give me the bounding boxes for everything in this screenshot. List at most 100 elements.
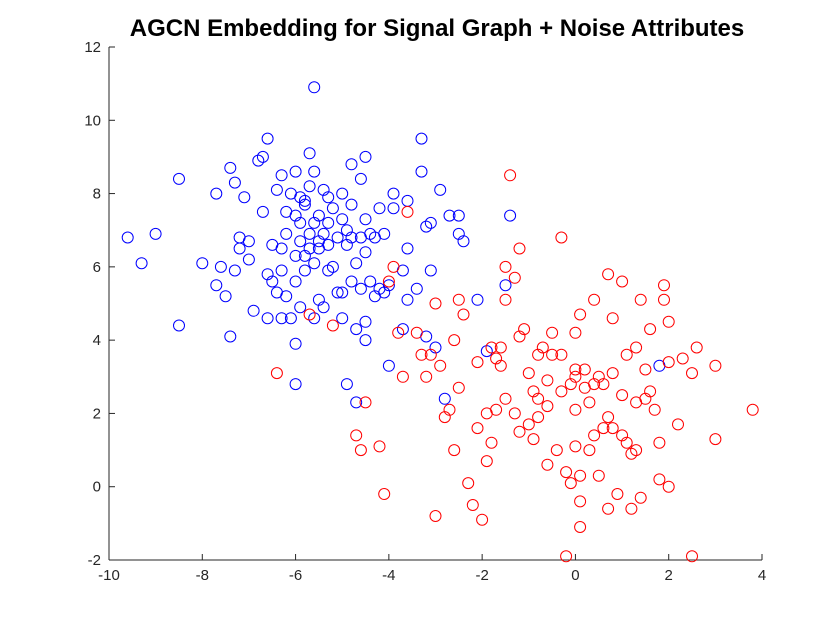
data-point xyxy=(592,370,605,383)
data-point xyxy=(261,312,274,325)
data-point xyxy=(298,194,311,207)
data-point xyxy=(210,279,223,292)
data-point xyxy=(457,308,470,321)
data-point xyxy=(173,172,185,185)
data-point xyxy=(317,301,330,314)
data-point xyxy=(625,502,638,515)
data-point xyxy=(284,312,297,325)
data-point xyxy=(443,403,456,416)
data-point xyxy=(588,293,601,306)
data-point xyxy=(466,499,479,511)
data-point xyxy=(429,510,442,522)
data-point xyxy=(387,202,400,215)
data-point xyxy=(359,213,372,226)
data-point xyxy=(620,348,633,361)
data-point xyxy=(228,176,241,189)
data-point xyxy=(597,422,610,435)
data-point xyxy=(373,440,386,453)
data-point xyxy=(308,312,321,325)
data-point xyxy=(410,282,423,295)
data-point xyxy=(499,392,512,405)
data-point xyxy=(639,363,652,376)
data-point xyxy=(569,363,582,376)
data-point xyxy=(275,264,288,277)
data-point xyxy=(387,260,400,273)
data-point xyxy=(401,293,414,306)
data-point xyxy=(532,392,545,405)
data-point xyxy=(616,275,629,288)
data-point xyxy=(471,293,484,306)
data-point xyxy=(653,436,666,449)
data-point xyxy=(555,385,568,398)
data-point xyxy=(289,378,302,391)
data-point xyxy=(294,216,307,229)
data-point xyxy=(527,433,540,446)
data-point xyxy=(350,323,363,336)
data-point xyxy=(121,231,134,244)
data-point xyxy=(289,337,302,350)
data-point xyxy=(634,293,647,306)
data-point xyxy=(630,444,643,457)
data-point xyxy=(401,242,414,255)
data-point xyxy=(541,458,554,471)
data-point xyxy=(382,275,395,288)
data-point xyxy=(588,429,601,442)
data-point xyxy=(602,268,615,281)
data-point xyxy=(522,418,535,431)
data-point xyxy=(513,330,526,343)
data-point xyxy=(266,275,279,288)
data-point xyxy=(662,315,675,328)
data-point xyxy=(322,238,335,251)
data-point xyxy=(662,356,675,369)
data-point xyxy=(331,286,344,299)
data-point xyxy=(345,231,358,244)
data-point xyxy=(308,257,321,270)
data-point xyxy=(494,341,507,354)
data-point xyxy=(522,367,535,380)
data-point xyxy=(452,293,465,306)
data-point xyxy=(280,290,293,303)
data-point xyxy=(485,436,498,449)
data-point xyxy=(317,183,330,196)
data-point xyxy=(569,440,582,453)
data-point xyxy=(270,183,283,196)
data-point xyxy=(452,209,465,222)
x-tick-label: -6 xyxy=(289,567,302,584)
data-point xyxy=(238,191,251,204)
x-tick-label: 0 xyxy=(571,567,579,584)
data-point xyxy=(434,359,447,372)
data-point xyxy=(382,359,395,372)
data-point xyxy=(275,169,288,182)
data-point xyxy=(242,253,255,266)
data-point xyxy=(420,220,433,233)
data-point xyxy=(606,367,619,380)
data-point xyxy=(173,319,185,332)
data-point xyxy=(242,235,255,248)
data-point xyxy=(672,418,684,431)
data-point xyxy=(275,312,288,325)
data-point xyxy=(289,249,302,262)
data-point xyxy=(504,169,517,182)
data-point xyxy=(686,550,698,563)
data-point xyxy=(312,209,325,222)
data-point xyxy=(536,341,549,354)
data-point xyxy=(135,257,148,270)
data-point xyxy=(602,411,615,424)
data-point xyxy=(438,392,451,405)
data-point xyxy=(499,260,512,273)
data-point xyxy=(294,235,307,248)
data-point xyxy=(359,334,372,347)
data-point xyxy=(443,209,456,222)
data-point xyxy=(592,469,605,482)
x-tick-label: 4 xyxy=(758,567,766,584)
data-point xyxy=(434,183,447,196)
data-point xyxy=(331,231,344,244)
data-point xyxy=(415,165,428,178)
data-point xyxy=(583,396,596,409)
data-point xyxy=(709,359,722,372)
y-tick-label: 4 xyxy=(93,332,101,349)
data-point xyxy=(210,187,223,200)
data-point xyxy=(574,521,587,533)
data-points xyxy=(121,81,759,563)
